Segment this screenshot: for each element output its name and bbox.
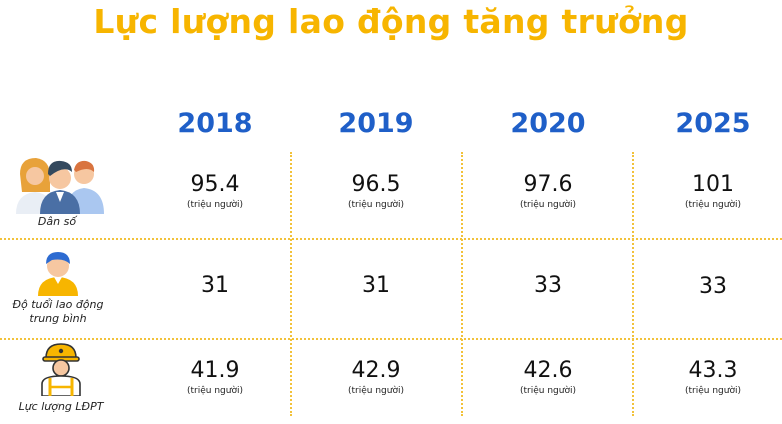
value-text: 95.4 [190, 172, 240, 197]
data-cell: 43.3 (triệu người) [643, 358, 782, 396]
data-cell: 42.9 (triệu người) [306, 358, 446, 396]
row-label-luc-luong: Lực lượng LĐPT [18, 400, 104, 413]
year-header-2020: 2020 [510, 108, 586, 139]
data-cell: 33 [643, 274, 782, 299]
data-cell: 31 [306, 273, 446, 298]
value-text: 96.5 [351, 172, 401, 197]
data-cell: 42.6 (triệu người) [478, 358, 618, 396]
value-text: 31 [201, 273, 229, 298]
unit-text: (triệu người) [685, 386, 741, 396]
unit-text: (triệu người) [348, 200, 404, 210]
page-title: Lực lượng lao động tăng trưởng [93, 2, 689, 41]
data-cell: 33 [478, 273, 618, 298]
unit-text: (triệu người) [520, 200, 576, 210]
unit-text: (triệu người) [685, 200, 741, 210]
year-header-2019: 2019 [338, 108, 414, 139]
year-header-2025: 2025 [675, 108, 751, 139]
value-text: 41.9 [190, 358, 240, 383]
value-text: 101 [692, 172, 734, 197]
value-text: 33 [699, 274, 727, 299]
data-cell: 31 [145, 273, 285, 298]
row-label-line: Độ tuổi lao động [12, 298, 104, 311]
column-divider [290, 152, 292, 416]
row-divider [0, 238, 782, 240]
data-cell: 97.6 (triệu người) [478, 172, 618, 210]
unit-text: (triệu người) [187, 200, 243, 210]
value-text: 97.6 [523, 172, 573, 197]
row-label-do-tuoi: Độ tuổi lao động trung bình [0, 298, 123, 326]
value-text: 42.9 [351, 358, 401, 383]
column-divider [461, 152, 463, 416]
value-text: 43.3 [688, 358, 738, 383]
row-label-line: trung bình [29, 312, 87, 325]
worker-person-icon [38, 252, 78, 296]
value-text: 33 [534, 273, 562, 298]
people-group-icon [16, 158, 104, 214]
data-cell: 95.4 (triệu người) [145, 172, 285, 210]
row-divider [0, 338, 782, 340]
data-cell: 101 (triệu người) [643, 172, 782, 210]
value-text: 42.6 [523, 358, 573, 383]
data-cell: 41.9 (triệu người) [145, 358, 285, 396]
row-label-dan-so: Dân số [37, 215, 77, 228]
data-cell: 96.5 (triệu người) [306, 172, 446, 210]
unit-text: (triệu người) [187, 386, 243, 396]
column-divider [632, 152, 634, 416]
value-text: 31 [362, 273, 390, 298]
construction-worker-icon [41, 343, 81, 396]
unit-text: (triệu người) [348, 386, 404, 396]
year-header-2018: 2018 [177, 108, 253, 139]
unit-text: (triệu người) [520, 386, 576, 396]
